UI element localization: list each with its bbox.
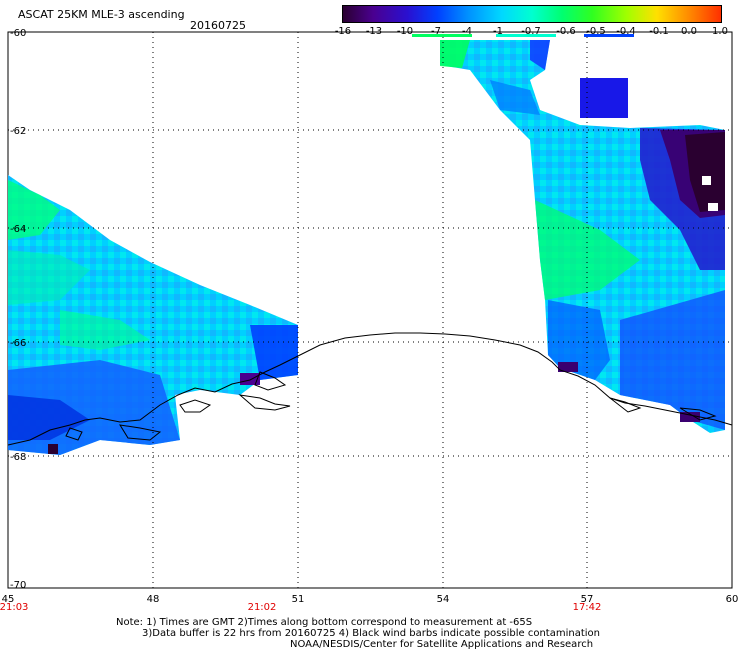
lon-tick-label: 45 <box>2 594 15 605</box>
left-swath <box>8 175 298 455</box>
lat-tick-label: -68 <box>10 452 26 463</box>
lon-tick-label: 51 <box>292 594 305 605</box>
lon-tick-label: 48 <box>147 594 160 605</box>
lon-tick-label: 54 <box>437 594 450 605</box>
pass-time-label: 17:42 <box>573 602 602 613</box>
footer-note-line1: Note: 1) Times are GMT 2)Times along bot… <box>116 617 533 628</box>
lat-tick-label: -64 <box>10 224 26 235</box>
lon-tick-label: 57 <box>581 594 594 605</box>
lat-tick-label: -62 <box>10 126 26 137</box>
lat-tick-label: -70 <box>10 580 26 591</box>
coastline <box>7 332 733 446</box>
footer-note-line2: 3)Data buffer is 22 hrs from 20160725 4)… <box>142 628 600 639</box>
pass-time-label: 21:02 <box>248 602 277 613</box>
lat-tick-label: -66 <box>10 338 26 349</box>
lat-tick-label: -60 <box>10 28 26 39</box>
product-title: ASCAT 25KM MLE-3 ascending <box>18 8 185 21</box>
graticule <box>8 32 732 588</box>
lon-tick-label: 60 <box>726 594 739 605</box>
product-date: 20160725 <box>190 19 246 32</box>
right-swath <box>440 40 725 433</box>
colorbar <box>342 5 722 23</box>
colorbar-segment-marks <box>412 34 634 37</box>
pass-time-label: 21:03 <box>0 602 28 613</box>
footer-credit: NOAA/NESDIS/Center for Satellite Applica… <box>290 639 594 650</box>
